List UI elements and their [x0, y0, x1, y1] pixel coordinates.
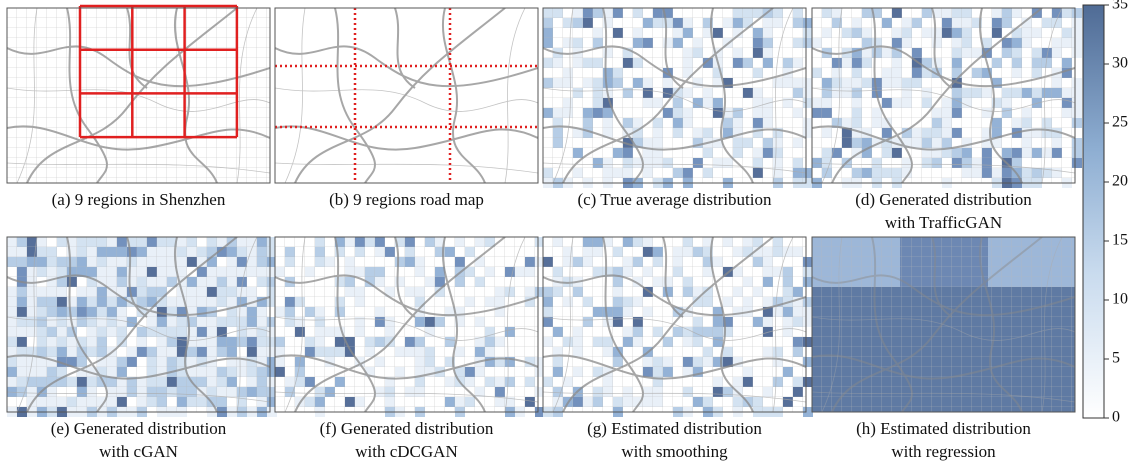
panel-caption: (h) Estimated distribution [856, 419, 1031, 438]
panel-caption: (a) 9 regions in Shenzhen [52, 190, 226, 209]
panel-caption: with regression [891, 442, 996, 461]
panel [812, 8, 1082, 188]
panel-caption: (f) Generated distribution [320, 419, 494, 438]
colorbar-tick-label: 0 [1112, 409, 1120, 426]
panel [812, 237, 1075, 412]
panel [275, 8, 538, 183]
panel-caption: (c) True average distribution [577, 190, 772, 209]
colorbar-tick-label: 35 [1112, 0, 1128, 13]
colorbar-tick-label: 25 [1112, 114, 1128, 131]
panel-caption: (b) 9 regions road map [329, 190, 484, 209]
panels: (a) 9 regions in Shenzhen (b) 9 regions r… [7, 6, 1082, 461]
colorbar-tick-label: 15 [1112, 232, 1128, 249]
panel-caption: with smoothing [621, 442, 728, 461]
colorbar: 0 5 10 15 20 25 30 35 [1083, 0, 1128, 426]
colorbar-tick-label: 20 [1112, 173, 1128, 190]
panel [543, 237, 813, 417]
panel [7, 237, 277, 417]
colorbar-scale [1083, 5, 1104, 418]
panel [543, 8, 813, 188]
panel-caption: (e) Generated distribution [51, 419, 227, 438]
colorbar-tick-label: 5 [1112, 350, 1120, 367]
panel-caption: with cGAN [99, 442, 178, 461]
panel [275, 237, 545, 417]
panel-caption: (d) Generated distribution [855, 190, 1032, 209]
panel [7, 6, 270, 183]
colorbar-tick-label: 10 [1112, 291, 1128, 308]
figure: (a) 9 regions in Shenzhen (b) 9 regions r… [0, 0, 1145, 474]
panel-caption: with TrafficGAN [885, 213, 1002, 232]
colorbar-tick-label: 30 [1112, 55, 1128, 72]
panel-caption: (g) Estimated distribution [587, 419, 762, 438]
panel-caption: with cDCGAN [355, 442, 457, 461]
